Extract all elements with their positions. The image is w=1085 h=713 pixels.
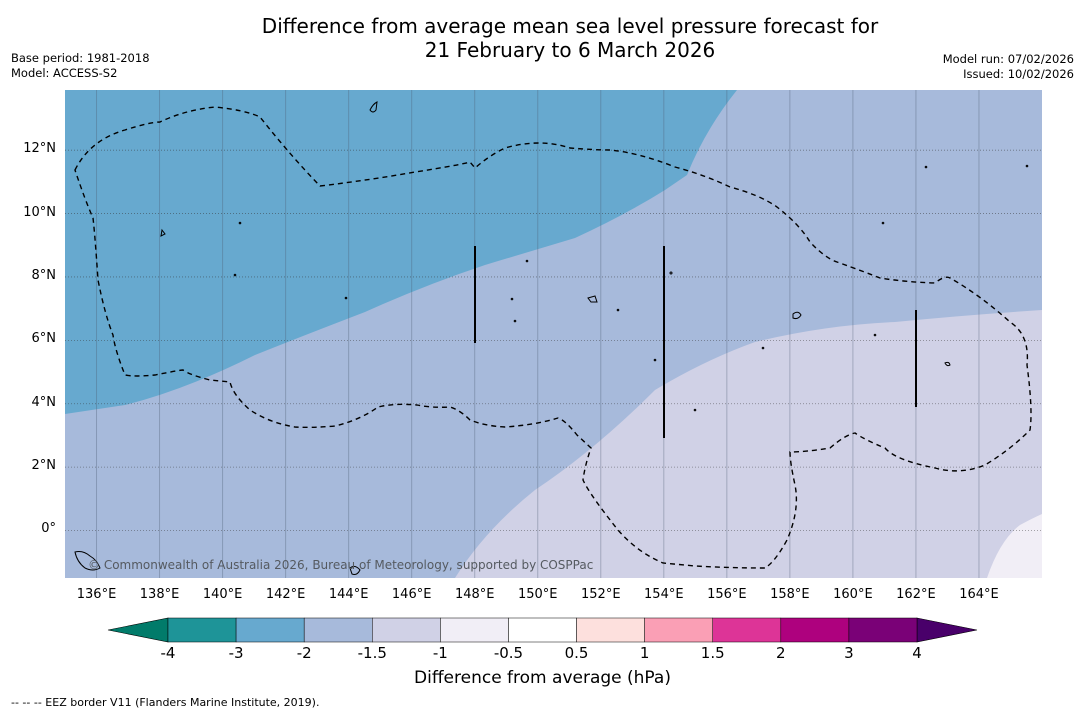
island-dot-3 [344,296,348,300]
colorbar-title: Difference from average (hPa) [414,668,671,688]
longitude-label: 148°E [454,587,495,602]
latitude-label: 10°N [23,204,56,220]
island-dot-6 [525,259,529,263]
latitude-label: 6°N [31,331,57,347]
longitude-label: 150°E [517,587,558,602]
island-dot-14 [924,165,928,169]
base-period: Base period: 1981-2018 [11,51,150,65]
title-line-1: Difference from average mean sea level p… [261,14,879,38]
longitude-label: 140°E [202,587,243,602]
map-panel[interactable] [65,90,1042,578]
colorbar-tick-label: 2 [776,644,786,662]
island-kosrae [944,361,951,367]
anomaly-band-neg1-5 [455,310,1042,578]
copyright-notice: © Commonwealth of Australia 2026, Bureau… [88,558,594,572]
colorbar-swatch [644,617,713,643]
colorbar-over-arrow [916,617,978,643]
longitude-label: 152°E [581,587,621,602]
colorbar-swatch [712,617,782,643]
island-dot-11 [761,346,765,350]
map-svg [65,90,1042,578]
latitude-label: 2°N [31,458,57,474]
colorbar-tick-label: 3 [844,644,854,662]
longitude-label: 158°E [770,587,810,602]
longitude-label: 142°E [265,587,306,602]
meta-left: Base period: 1981-2018 Model: ACCESS-S2 [11,51,150,80]
colorbar-tick-label: -3 [228,644,244,662]
eez-border [74,106,1032,569]
island-png-east [349,565,361,575]
colorbar-tick-label: -1 [432,644,448,662]
colorbar-swatch [440,617,509,643]
model-run: Model run: 07/02/2026 [942,52,1074,66]
colorbar [107,617,978,643]
island-yap [160,228,166,237]
colorbar-swatch [372,617,441,643]
colorbar-swatch [235,617,305,643]
colorbar-tick-label: 1 [639,644,650,662]
colorbar-under-arrow [107,617,169,643]
footnote: -- -- -- EEZ border V11 (Flanders Marine… [11,696,320,709]
colorbar-swatch [780,617,850,643]
islands [74,101,1029,575]
latitude-label: 8°N [31,267,57,283]
island-dot-5 [513,319,517,323]
island-dot-12 [881,221,885,225]
island-chuuk [587,295,598,303]
island-png-coast [74,551,101,571]
issued-date: Issued: 10/02/2026 [963,66,1074,81]
colorbar-tick-label: 0.5 [564,644,589,662]
longitude-label: 164°E [959,587,999,602]
island-dot-10 [693,408,697,412]
island-dot-7 [616,308,620,312]
island-dot-4 [510,297,514,301]
longitude-label: 136°E [76,587,117,602]
island-dot-2 [238,221,242,225]
colorbar-tick-label: 1.5 [700,644,725,662]
latitude-label: 0° [41,521,56,537]
island-dot-13 [873,333,877,337]
longitude-label: 162°E [896,587,936,602]
title-line-2: 21 February to 6 March 2026 [424,38,716,62]
colorbar-tick-label: -0.5 [493,644,524,662]
colorbar-tick-label: -1.5 [357,644,387,662]
colorbar-swatch [167,617,237,643]
latitude-label: 12°N [23,141,56,157]
colorbar-swatch [303,617,373,643]
island-dot-1 [233,273,237,277]
colorbar-swatch [848,617,918,643]
island-guam [369,101,378,113]
latitude-label: 4°N [31,394,57,410]
longitude-label: 146°E [391,587,432,602]
model-name: Model: ACCESS-S2 [11,65,118,80]
longitude-label: 156°E [707,587,747,602]
anomaly-band-neg3 [65,90,737,414]
colorbar-tick-label: -4 [160,644,176,662]
longitude-label: 138°E [139,587,180,602]
island-dot-9 [669,271,673,275]
anomaly-band-neg1 [987,514,1042,578]
meta-right: Model run: 07/02/2026 Issued: 10/02/2026 [943,52,1074,81]
longitude-label: 144°E [328,587,369,602]
island-dot-15 [1025,164,1029,168]
colorbar-tick-label: -2 [296,644,312,662]
colorbar-swatch [508,617,577,643]
island-dot-8 [653,358,657,362]
longitude-label: 160°E [833,587,873,602]
chart-title: Difference from average mean sea level p… [0,14,1085,62]
longitude-label: 154°E [644,587,684,602]
colorbar-tick-label: 4 [912,644,922,662]
colorbar-swatch [576,617,645,643]
island-pohnpei [792,311,802,320]
